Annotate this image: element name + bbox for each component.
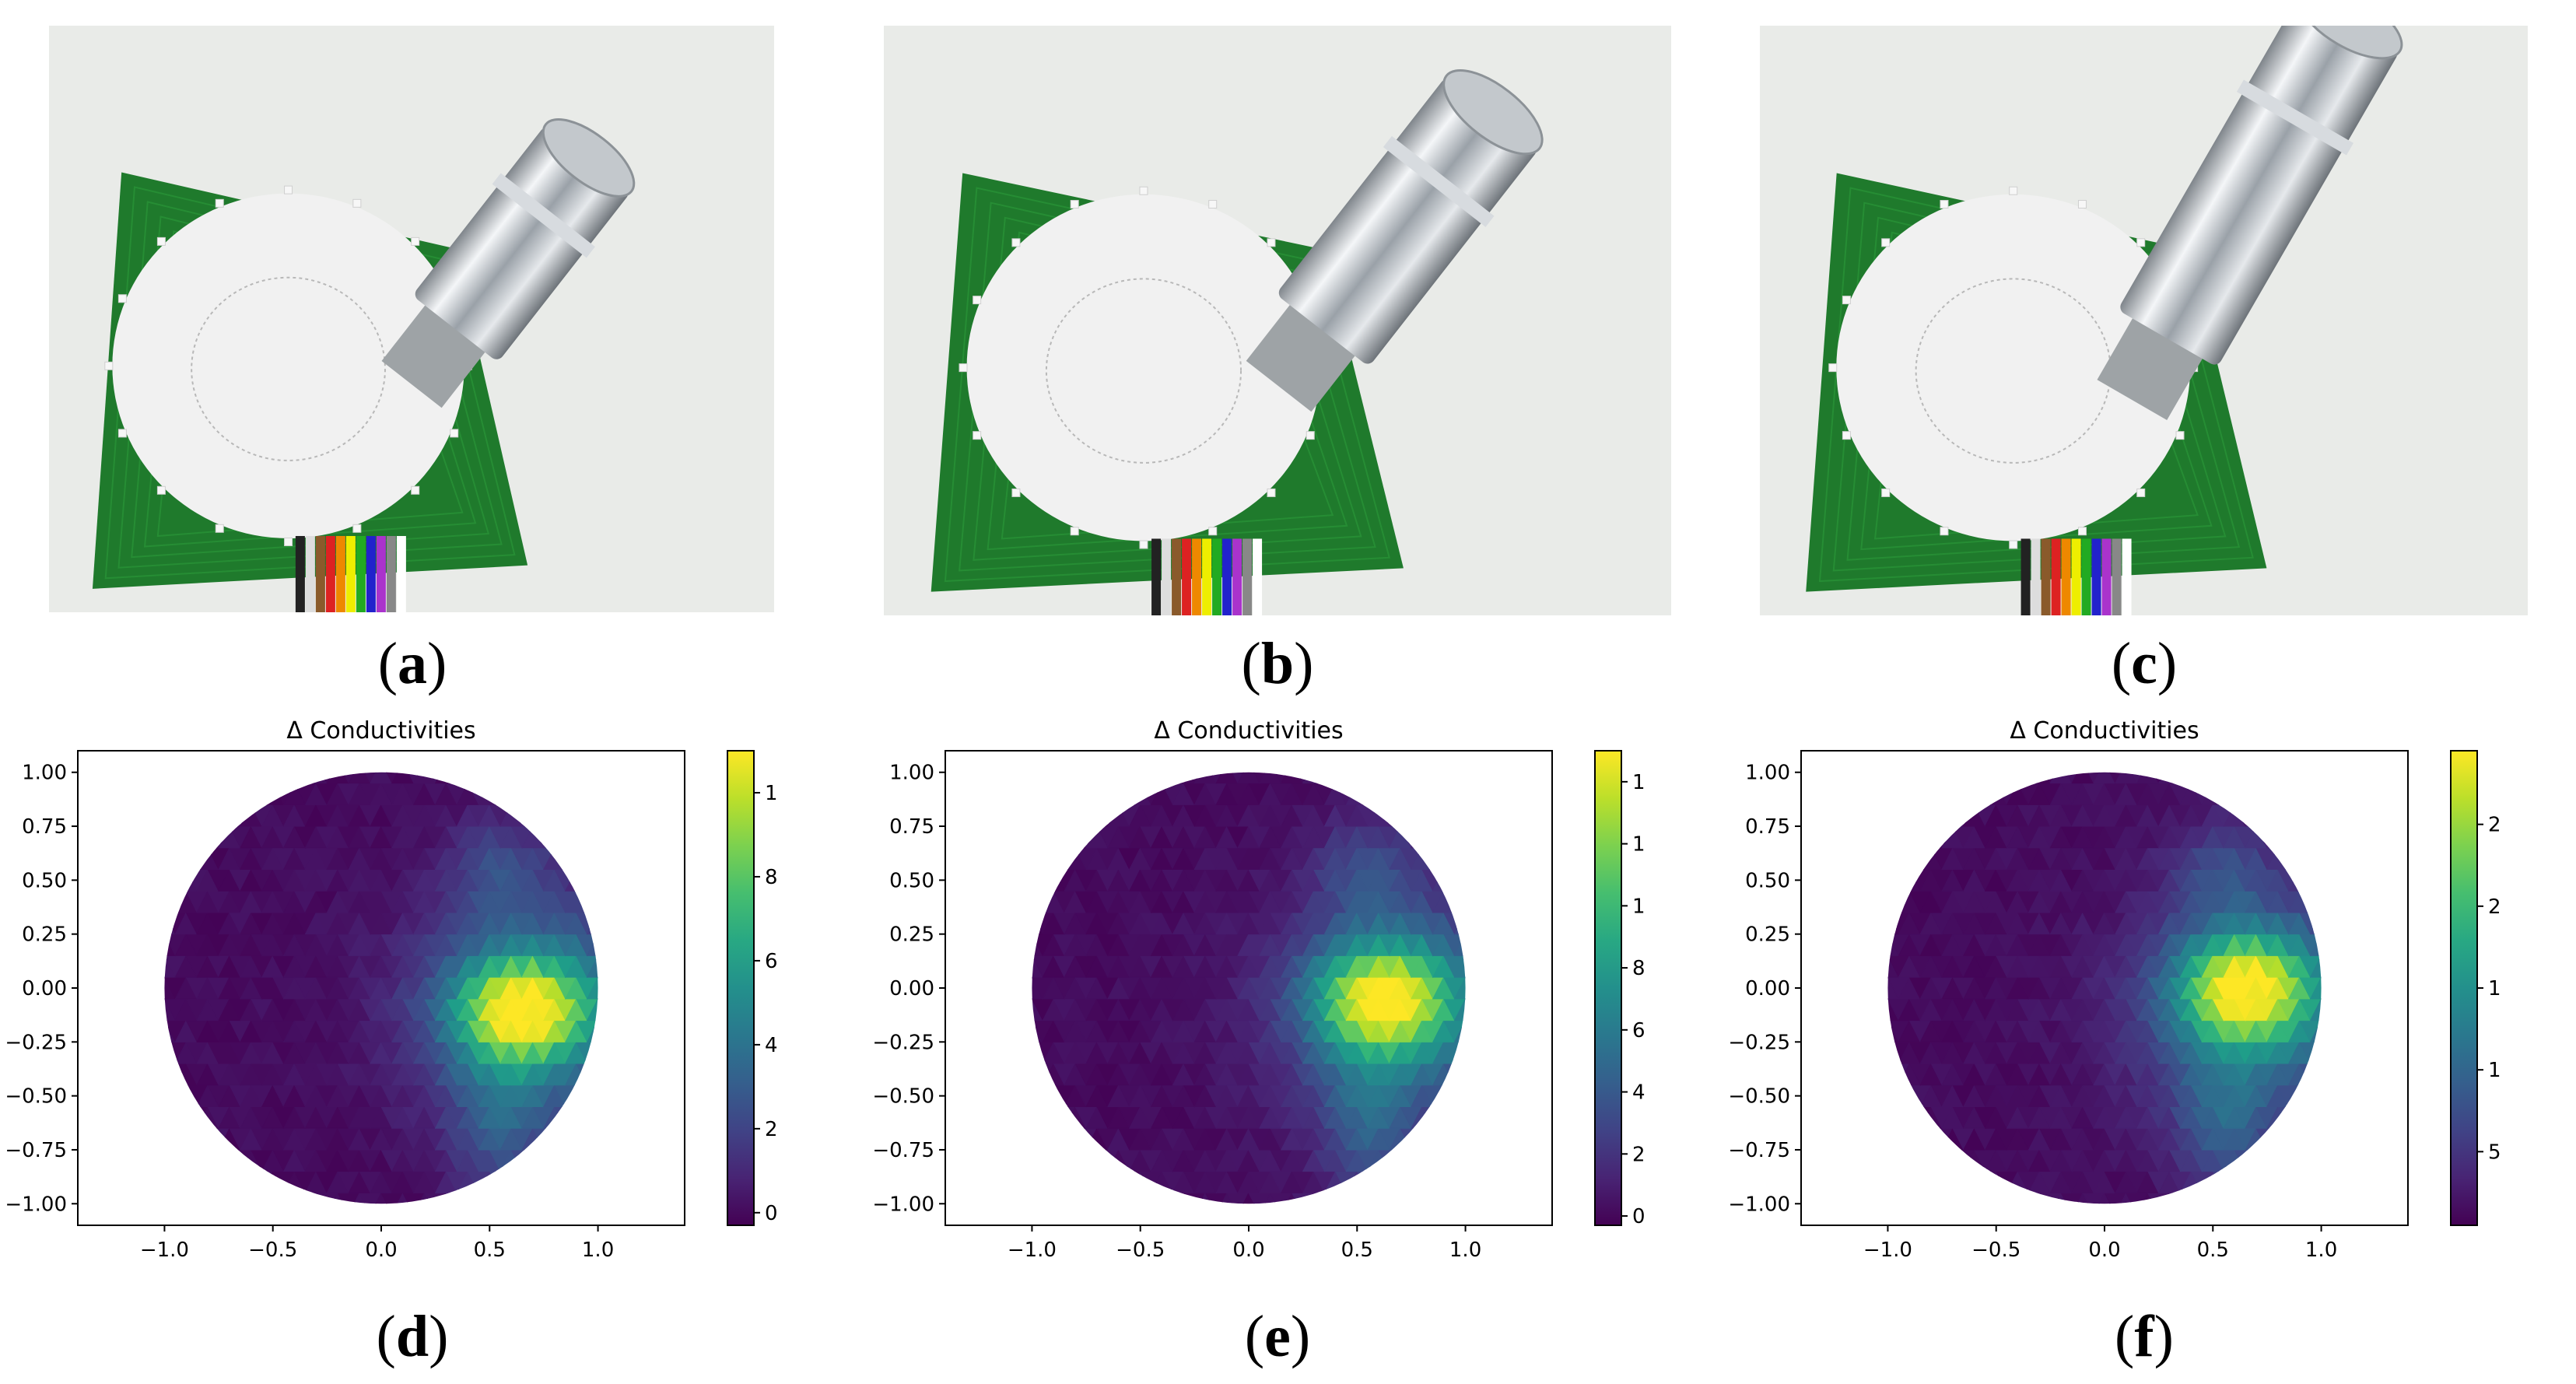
y-tick-label: −0.75 <box>1728 1139 1790 1162</box>
x-tick-label: 0.0 <box>365 1239 397 1262</box>
colorbar-tick-label: 5 <box>2488 1140 2501 1164</box>
x-tick-label: −1.0 <box>1008 1239 1057 1262</box>
conductivity-field <box>1887 772 2322 1204</box>
y-tick-label: 1.00 <box>1745 762 1790 785</box>
x-tick-label: 1.0 <box>2305 1239 2337 1262</box>
x-tick-label: −0.5 <box>1116 1239 1165 1262</box>
x-tick-label: 0.0 <box>2088 1239 2120 1262</box>
colorbar-tick-label: 2 <box>1632 1143 1645 1166</box>
y-tick-label: −0.50 <box>872 1085 934 1109</box>
sensor-disk <box>1836 194 2191 541</box>
y-tick-label: 0.75 <box>889 815 934 839</box>
photo-c <box>1760 26 2528 615</box>
sensor-disk <box>966 194 1321 541</box>
weight-cylinder <box>2097 26 2403 420</box>
y-tick-label: −1.00 <box>5 1193 67 1216</box>
panel-label-c: (c) <box>2111 631 2178 696</box>
y-tick-label: −0.25 <box>1728 1031 1790 1054</box>
y-tick-label: −0.50 <box>5 1085 67 1109</box>
plot-title: Δ Conductivities <box>2010 717 2199 745</box>
colorbar-tick-label: 0 <box>1632 1205 1645 1228</box>
y-tick-label: 0.50 <box>889 869 934 892</box>
colorbar-tick-label: 25 <box>2488 814 2501 837</box>
photo-a <box>49 26 774 612</box>
y-tick-label: −1.00 <box>1728 1193 1790 1216</box>
colorbar-tick-label: 15 <box>2488 977 2501 1000</box>
y-tick-label: 0.50 <box>22 869 67 892</box>
x-tick-label: −1.0 <box>1863 1239 1912 1262</box>
y-tick-label: −0.75 <box>872 1139 934 1162</box>
conductivity-plot-e: Δ Conductivities −1.0 −0.5 0.0 0.5 1.0 1.00 0.7… <box>867 696 1645 1303</box>
y-tick-label: 0.00 <box>889 977 934 1000</box>
colorbar-tick-label: 6 <box>765 950 778 973</box>
x-tick-label: 0.5 <box>2197 1239 2229 1262</box>
weight-cylinder <box>1246 68 1544 412</box>
colorbar-tick-label: 14 <box>1632 771 1645 794</box>
colorbar-tick-label: 10 <box>1632 895 1645 918</box>
x-tick-label: −1.0 <box>140 1239 189 1262</box>
colorbar-tick-label: 4 <box>765 1034 778 1057</box>
y-tick-label: 0.00 <box>1745 977 1790 1000</box>
panel-label-a: (a) <box>377 631 447 696</box>
panel-label-d: (d) <box>376 1304 449 1369</box>
y-tick-label: 1.00 <box>22 762 67 785</box>
x-tick-label: 0.5 <box>1341 1239 1373 1262</box>
colorbar-tick-label: 12 <box>1632 833 1645 857</box>
colorbar <box>1594 750 1622 1226</box>
weight-cylinder <box>381 118 636 408</box>
conductivity-field <box>1032 772 1466 1204</box>
y-tick-label: 0.00 <box>22 977 67 1000</box>
colorbar-tick-label: 20 <box>2488 895 2501 919</box>
y-tick-label: −0.25 <box>872 1031 934 1054</box>
y-tick-label: −0.25 <box>5 1031 67 1054</box>
x-tick-label: −0.5 <box>1971 1239 2020 1262</box>
x-tick-label: 0.5 <box>474 1239 506 1262</box>
colorbar-tick-label: 0 <box>765 1202 778 1225</box>
panel-label-b: (b) <box>1241 631 1314 696</box>
colorbar-tick-label: 8 <box>1632 957 1645 980</box>
colorbar-tick-label: 4 <box>1632 1081 1645 1105</box>
conductivity-plot-d: Δ Conductivities −1.0 −0.5 0.0 0.5 1.0 1.00 0.7… <box>0 696 778 1303</box>
panel-label-f: (f) <box>2115 1304 2174 1369</box>
plot-title: Δ Conductivities <box>286 717 475 745</box>
colorbar-tick-label: 2 <box>765 1118 778 1141</box>
colorbar-tick-label: 10 <box>765 782 778 805</box>
y-tick-label: 0.25 <box>22 923 67 947</box>
photo-b <box>884 26 1671 615</box>
y-tick-label: 0.50 <box>1745 869 1790 892</box>
y-tick-label: −1.00 <box>872 1193 934 1216</box>
colorbar <box>2450 750 2478 1226</box>
y-tick-label: 1.00 <box>889 762 934 785</box>
sensor-disk <box>112 193 464 538</box>
x-tick-label: 0.0 <box>1232 1239 1264 1262</box>
panel-label-e: (e) <box>1244 1304 1311 1369</box>
x-tick-label: −0.5 <box>248 1239 297 1262</box>
y-tick-label: −0.50 <box>1728 1085 1790 1109</box>
y-tick-label: 0.25 <box>889 923 934 947</box>
colorbar-tick-label: 8 <box>765 866 778 889</box>
y-tick-label: 0.75 <box>1745 815 1790 839</box>
x-tick-label: 1.0 <box>1449 1239 1481 1262</box>
colorbar-tick-label: 10 <box>2488 1059 2501 1082</box>
colorbar-tick-label: 6 <box>1632 1019 1645 1042</box>
y-tick-label: 0.75 <box>22 815 67 839</box>
plot-title: Δ Conductivities <box>1154 717 1343 745</box>
conductivity-field <box>164 772 598 1204</box>
x-tick-label: 1.0 <box>582 1239 614 1262</box>
y-tick-label: 0.25 <box>1745 923 1790 947</box>
conductivity-plot-f: Δ Conductivities −1.0 −0.5 0.0 0.5 1.0 1.00 0.7… <box>1723 696 2501 1303</box>
colorbar <box>727 750 755 1226</box>
y-tick-label: −0.75 <box>5 1139 67 1162</box>
